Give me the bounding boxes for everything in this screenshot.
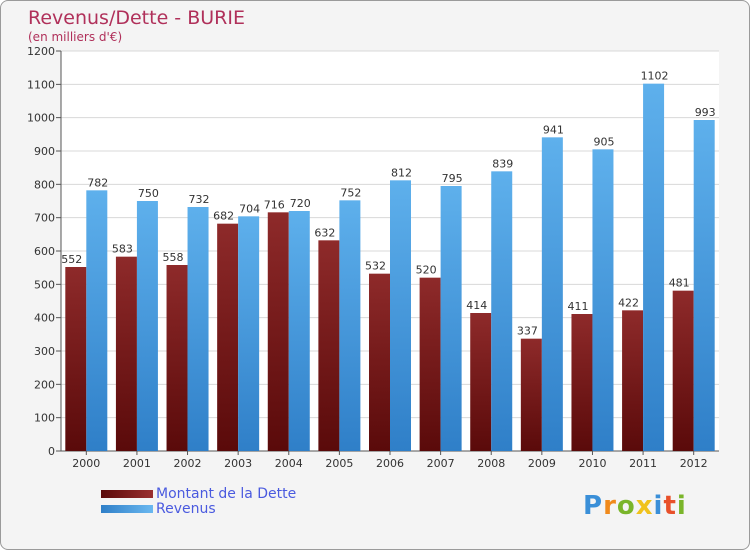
x-tick-label: 2009	[528, 457, 556, 470]
x-tick-label: 2011	[629, 457, 657, 470]
x-tick-label: 2007	[427, 457, 455, 470]
data-label-dette: 422	[618, 296, 639, 309]
x-tick-label: 2002	[174, 457, 202, 470]
data-label-revenus: 795	[442, 172, 463, 185]
bar-dette	[571, 314, 593, 451]
data-label-dette: 532	[365, 260, 386, 273]
x-tick-label: 2006	[376, 457, 404, 470]
bar-dette	[672, 290, 694, 451]
y-tick-label: 700	[34, 212, 55, 225]
x-tick-label: 2005	[325, 457, 353, 470]
bar-revenus	[541, 137, 563, 452]
logo-letter: r	[603, 491, 617, 521]
data-label-revenus: 720	[290, 197, 311, 210]
legend-swatch-dette	[101, 490, 153, 498]
data-label-dette: 558	[163, 251, 184, 264]
data-label-revenus: 752	[340, 186, 361, 199]
bar-revenus	[390, 180, 411, 452]
bar-dette	[217, 223, 239, 451]
bar-revenus	[288, 211, 310, 451]
bar-dette	[520, 338, 542, 451]
chart-title: Revenus/Dette - BURIE	[28, 7, 245, 29]
x-tick-label: 2000	[72, 457, 100, 470]
data-label-revenus: 839	[492, 157, 513, 170]
data-label-dette: 632	[314, 226, 335, 239]
y-tick-label: 100	[34, 412, 55, 425]
data-label-revenus: 905	[593, 135, 614, 148]
bar-dette	[65, 267, 87, 451]
y-tick-label: 200	[34, 378, 55, 391]
y-tick-label: 1100	[27, 78, 55, 91]
bar-dette	[419, 277, 441, 451]
data-label-revenus: 1102	[641, 70, 669, 83]
bar-dette	[318, 240, 340, 451]
data-label-dette: 682	[213, 210, 234, 223]
bar-revenus	[187, 207, 209, 451]
bar-dette	[622, 310, 644, 451]
data-label-dette: 552	[61, 253, 82, 266]
y-tick-label: 400	[34, 312, 55, 325]
y-tick-label: 1000	[27, 112, 55, 125]
x-tick-label: 2001	[123, 457, 151, 470]
bar-revenus	[86, 190, 108, 452]
data-label-revenus: 704	[239, 202, 260, 215]
logo-letter: i	[676, 491, 687, 521]
logo-letter: t	[663, 491, 677, 521]
chart-subtitle: (en milliers d'€)	[28, 30, 123, 44]
logo-letter: o	[616, 491, 636, 521]
legend-label-revenus: Revenus	[156, 501, 216, 517]
x-tick-label: 2004	[275, 457, 303, 470]
bar-dette	[470, 313, 492, 451]
bar-revenus	[136, 201, 158, 451]
y-tick-label: 300	[34, 345, 55, 358]
bar-revenus	[339, 200, 361, 451]
x-tick-label: 2012	[680, 457, 708, 470]
bar-dette	[369, 273, 390, 451]
data-label-dette: 520	[416, 264, 437, 277]
y-tick-label: 0	[48, 445, 55, 458]
data-label-dette: 411	[567, 300, 588, 313]
bar-revenus	[643, 83, 665, 452]
bar-dette	[115, 256, 137, 451]
bar-revenus	[693, 120, 715, 451]
x-tick-label: 2003	[224, 457, 252, 470]
y-tick-label: 900	[34, 145, 55, 158]
y-tick-label: 800	[34, 178, 55, 191]
data-label-dette: 414	[466, 299, 487, 312]
data-label-revenus: 812	[391, 166, 412, 179]
x-tick-label: 2010	[578, 457, 606, 470]
bar-revenus	[592, 149, 614, 452]
logo-letter: x	[635, 491, 654, 521]
bar-revenus	[440, 186, 462, 451]
proxiti-logo: Proxiti	[583, 491, 687, 521]
legend-label-dette: Montant de la Dette	[156, 486, 297, 502]
data-label-revenus: 993	[695, 106, 716, 119]
x-tick-label: 2008	[477, 457, 505, 470]
bar-dette	[166, 265, 188, 451]
y-tick-label: 600	[34, 245, 55, 258]
bar-revenus	[238, 216, 260, 451]
logo-letter: i	[653, 491, 664, 521]
data-label-revenus: 732	[189, 193, 210, 206]
legend-swatch-revenus	[101, 505, 153, 513]
logo-letter: P	[583, 491, 604, 521]
bar-dette	[267, 212, 289, 451]
data-label-dette: 337	[517, 325, 538, 338]
y-tick-label: 500	[34, 278, 55, 291]
data-label-revenus: 941	[543, 123, 564, 136]
data-label-revenus: 750	[138, 187, 159, 200]
bar-revenus	[491, 171, 513, 452]
y-tick-label: 1200	[27, 45, 55, 58]
data-label-dette: 583	[112, 243, 133, 256]
data-label-revenus: 782	[87, 176, 108, 189]
data-label-dette: 716	[264, 198, 285, 211]
data-label-dette: 481	[669, 277, 690, 290]
